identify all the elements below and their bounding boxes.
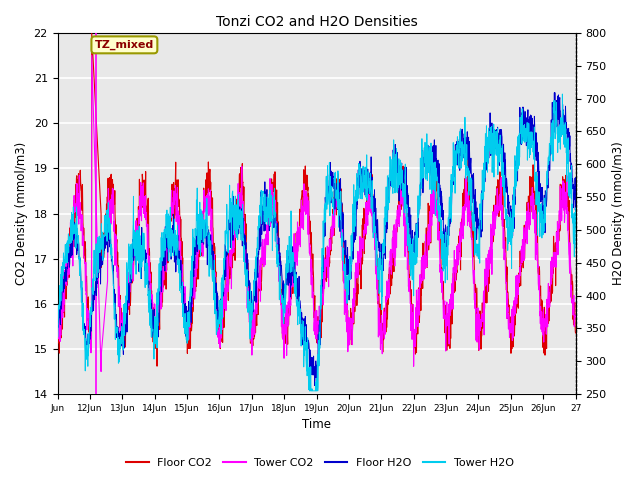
Floor CO2 — [557, 197, 565, 203]
Tower H2O — [559, 91, 566, 97]
Tower H2O — [462, 176, 470, 181]
Title: Tonzi CO2 and H2O Densities: Tonzi CO2 and H2O Densities — [216, 15, 417, 29]
Tower H2O — [80, 328, 88, 334]
Floor CO2 — [306, 218, 314, 224]
Tower H2O — [305, 388, 313, 394]
Text: TZ_mixed: TZ_mixed — [95, 40, 154, 50]
Floor CO2 — [462, 181, 470, 187]
Floor H2O — [551, 90, 559, 96]
Floor CO2 — [80, 230, 88, 236]
Line: Tower H2O: Tower H2O — [58, 94, 575, 391]
Tower CO2 — [54, 328, 61, 334]
Line: Tower CO2: Tower CO2 — [58, 56, 575, 372]
Tower CO2 — [97, 369, 105, 374]
Floor H2O — [80, 321, 88, 326]
Floor H2O — [557, 122, 565, 128]
Floor CO2 — [54, 309, 61, 314]
Tower H2O — [54, 326, 61, 332]
Tower CO2 — [462, 175, 470, 180]
Floor H2O — [292, 277, 300, 283]
Tower CO2 — [572, 312, 579, 318]
Tower H2O — [572, 205, 579, 211]
Tower CO2 — [306, 244, 314, 250]
Floor CO2 — [572, 330, 579, 336]
Floor H2O — [462, 134, 470, 140]
Tower CO2 — [88, 53, 95, 59]
Tower H2O — [557, 121, 564, 127]
Floor CO2 — [88, 30, 95, 36]
Floor CO2 — [557, 215, 564, 220]
Floor H2O — [572, 175, 579, 180]
Line: Floor CO2: Floor CO2 — [58, 33, 575, 366]
Tower CO2 — [292, 259, 300, 264]
Line: Floor H2O: Floor H2O — [58, 93, 575, 385]
Legend: Floor CO2, Tower CO2, Floor H2O, Tower H2O: Floor CO2, Tower CO2, Floor H2O, Tower H… — [122, 453, 518, 472]
X-axis label: Time: Time — [302, 419, 331, 432]
Tower CO2 — [80, 253, 88, 259]
Floor CO2 — [292, 230, 300, 236]
Floor CO2 — [153, 363, 161, 369]
Floor H2O — [311, 383, 319, 388]
Floor H2O — [54, 328, 61, 334]
Tower H2O — [557, 115, 564, 120]
Tower H2O — [306, 388, 314, 394]
Tower CO2 — [557, 197, 564, 203]
Floor H2O — [305, 356, 313, 361]
Floor H2O — [557, 133, 564, 139]
Tower H2O — [292, 293, 300, 299]
Y-axis label: CO2 Density (mmol/m3): CO2 Density (mmol/m3) — [15, 142, 28, 285]
Tower CO2 — [557, 204, 565, 209]
Y-axis label: H2O Density (mmol/m3): H2O Density (mmol/m3) — [612, 142, 625, 286]
